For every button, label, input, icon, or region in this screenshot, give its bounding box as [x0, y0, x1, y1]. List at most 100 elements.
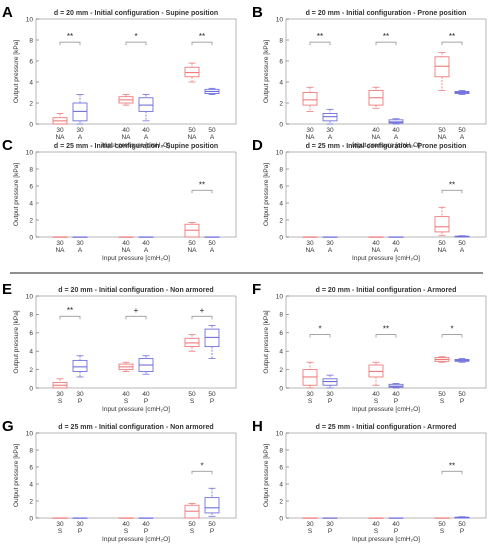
panel-label: D — [252, 137, 263, 154]
bracket-line — [441, 470, 463, 475]
plot-frame — [285, 295, 487, 389]
y-tick-label: 0 — [279, 234, 283, 241]
significance-bracket: * — [441, 325, 463, 338]
x-tick-sublabel: NA — [437, 134, 447, 141]
y-tick-label: 4 — [279, 79, 283, 86]
box-50-p — [454, 516, 470, 519]
bracket-line — [309, 334, 331, 338]
y-axis-label: Output pressure [kPa] — [13, 444, 20, 507]
x-tick-label: 40 — [122, 391, 130, 398]
plot-frame — [285, 18, 487, 125]
y-tick-label: 6 — [279, 183, 283, 190]
bracket-line — [191, 41, 213, 46]
y-tick-label: 4 — [29, 481, 33, 488]
x-axis-label: Input pressure [cmH₂O] — [102, 255, 170, 262]
x-tick-sublabel: S — [124, 528, 129, 535]
bracket-line — [375, 334, 397, 338]
x-tick-sublabel: NA — [187, 134, 197, 141]
x-tick-sublabel: NA — [305, 247, 315, 254]
significance-label: ** — [199, 180, 205, 189]
y-tick-label: 2 — [29, 100, 33, 107]
x-tick-label: 30 — [326, 521, 334, 528]
y-tick-label: 6 — [279, 464, 283, 471]
y-tick-label: 10 — [276, 430, 284, 437]
panel-title: d = 20 mm - Initial configuration - Supi… — [54, 10, 218, 17]
x-tick-label: 40 — [142, 240, 150, 247]
panel-label: C — [2, 137, 13, 154]
bracket-line — [441, 334, 463, 338]
significance-bracket: ** — [441, 32, 463, 46]
y-tick-label: 6 — [29, 58, 33, 65]
box-30-s — [302, 361, 318, 389]
significance-bracket: ** — [441, 461, 463, 475]
panel-label: A — [2, 4, 13, 21]
bracket-line — [125, 41, 147, 46]
panel-label: H — [252, 418, 263, 435]
x-tick-label: 50 — [188, 240, 196, 247]
x-tick-sublabel: P — [144, 398, 148, 405]
x-tick-sublabel: NA — [187, 247, 197, 254]
significance-label: * — [200, 461, 203, 470]
box-iqr — [302, 92, 318, 106]
x-tick-label: 30 — [56, 127, 64, 134]
bracket-line — [191, 315, 213, 320]
box-50-na — [184, 222, 200, 238]
y-tick-label: 4 — [29, 79, 33, 86]
x-tick-sublabel: S — [190, 398, 195, 405]
x-tick-label: 40 — [122, 240, 130, 247]
y-axis-label: Output pressure [kPa] — [13, 310, 20, 373]
significance-bracket: ** — [191, 180, 213, 194]
x-tick-label: 40 — [142, 127, 150, 134]
x-tick-label: 50 — [438, 391, 446, 398]
x-tick-label: 50 — [458, 391, 466, 398]
plot-frame — [35, 151, 237, 238]
x-axis-label: Input pressure [cmH₂O] — [352, 142, 420, 149]
x-tick-label: 40 — [122, 127, 130, 134]
significance-label: ** — [199, 32, 205, 41]
x-tick-label: 40 — [142, 521, 150, 528]
x-tick-sublabel: NA — [121, 134, 131, 141]
significance-bracket: ** — [441, 180, 463, 194]
x-axis-label: Input pressure [cmH₂O] — [102, 536, 170, 543]
y-tick-label: 0 — [279, 515, 283, 522]
x-tick-sublabel: A — [144, 247, 149, 254]
significance-label: ** — [449, 180, 455, 189]
x-tick-label: 40 — [392, 240, 400, 247]
significance-label: ** — [449, 32, 455, 41]
x-tick-sublabel: NA — [371, 134, 381, 141]
x-tick-sublabel: A — [460, 247, 465, 254]
x-tick-sublabel: P — [210, 398, 214, 405]
x-tick-label: 30 — [56, 391, 64, 398]
x-tick-sublabel: S — [124, 398, 129, 405]
x-tick-sublabel: NA — [305, 134, 315, 141]
y-axis-label: Output pressure [kPa] — [263, 310, 270, 373]
x-tick-label: 50 — [438, 240, 446, 247]
x-tick-label: 30 — [306, 521, 314, 528]
x-tick-sublabel: P — [210, 528, 214, 535]
y-tick-label: 0 — [279, 121, 283, 128]
x-tick-label: 30 — [76, 127, 84, 134]
x-tick-label: 30 — [326, 240, 334, 247]
x-tick-label: 50 — [188, 127, 196, 134]
panel-label: E — [2, 281, 12, 298]
bracket-line — [59, 315, 81, 320]
x-tick-sublabel: NA — [437, 247, 447, 254]
box-50-na — [184, 62, 200, 83]
x-axis-label: Input pressure [cmH₂O] — [352, 536, 420, 543]
x-tick-sublabel: P — [460, 528, 464, 535]
y-tick-label: 8 — [279, 447, 283, 454]
y-tick-label: 8 — [279, 37, 283, 44]
x-tick-label: 50 — [208, 240, 216, 247]
box-40-s — [368, 361, 384, 386]
box-50-na — [434, 206, 450, 236]
y-tick-label: 8 — [279, 312, 283, 319]
x-tick-sublabel: P — [78, 398, 82, 405]
significance-label: + — [134, 306, 139, 315]
significance-bracket: + — [191, 306, 213, 320]
x-tick-label: 50 — [208, 127, 216, 134]
y-tick-label: 4 — [29, 200, 33, 207]
y-tick-label: 10 — [276, 149, 284, 156]
significance-label: + — [200, 306, 205, 315]
